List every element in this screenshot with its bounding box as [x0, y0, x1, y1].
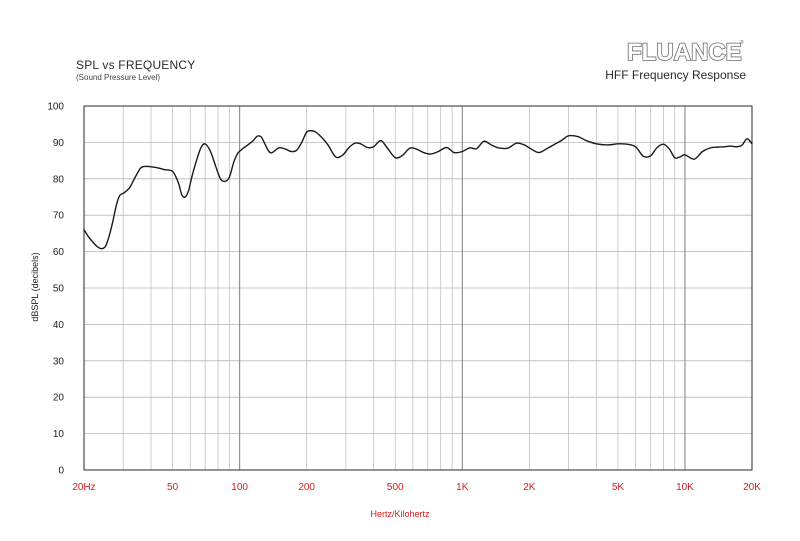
brand-logo: FLUANCE ®	[627, 38, 744, 64]
y-tick-label: 50	[53, 284, 65, 295]
plot-frame	[83, 105, 753, 471]
y-tick-label: 0	[58, 466, 64, 477]
y-tick-label: 10	[53, 429, 65, 440]
x-tick-label: 200	[298, 482, 315, 493]
y-tick-label: 90	[53, 138, 65, 149]
series-line	[83, 130, 753, 250]
x-tick-label: 100	[231, 482, 248, 493]
x-tick-label: 20Hz	[72, 482, 95, 493]
x-tick-label: 2K	[523, 482, 536, 493]
y-tick-label: 30	[53, 356, 65, 367]
grid-major-lines	[239, 106, 686, 470]
y-tick-label: 20	[53, 393, 65, 404]
x-tick-label: 50	[167, 482, 179, 493]
x-tick-label: 5K	[612, 482, 625, 493]
brand-registered-mark: ®	[740, 39, 744, 46]
y-tick-labels: 0 10 20 30 40 50 60 70 80 90 100	[47, 102, 64, 477]
y-tick-label: 80	[53, 174, 65, 185]
product-subtitle: HFF Frequency Response	[605, 68, 746, 82]
y-tick-label: 70	[53, 211, 65, 222]
brand-logo-text: FLUANCE	[627, 39, 742, 64]
x-tick-labels: 20Hz 50 100 200 500 1K 2K 5K 10K 20K	[72, 482, 761, 493]
x-tick-label: 500	[387, 482, 404, 493]
x-tick-label: 1K	[456, 482, 469, 493]
chart-title: SPL vs FREQUENCY	[76, 58, 196, 72]
x-tick-label: 10K	[676, 482, 694, 493]
chart-subtitle: (Sound Pressure Level)	[76, 73, 161, 82]
y-tick-label: 40	[53, 320, 65, 331]
y-tick-label: 60	[53, 247, 65, 258]
grid-minor-lines	[83, 105, 753, 471]
y-tick-label: 100	[47, 102, 64, 113]
x-axis-label: Hertz/Kilohertz	[370, 509, 430, 519]
x-tick-label: 20K	[743, 482, 761, 493]
